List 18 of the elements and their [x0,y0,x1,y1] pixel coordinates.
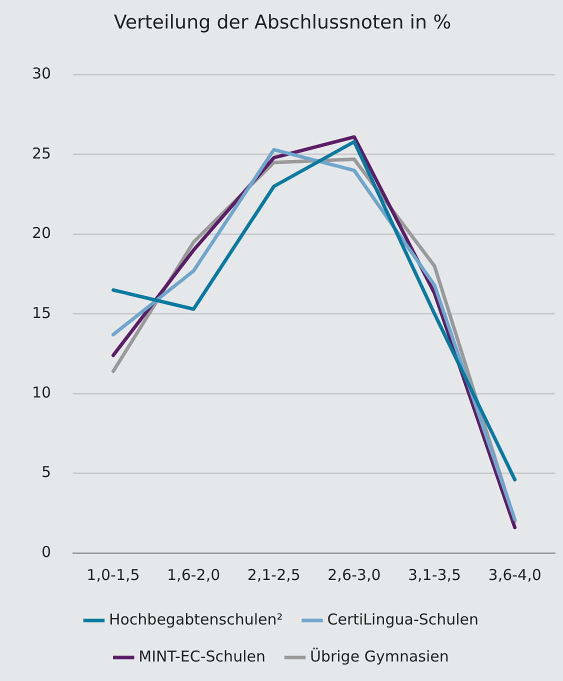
y-tick-label: 0 [42,542,52,561]
x-tick-label: 2,1-2,5 [247,566,300,584]
x-tick-label: 1,0-1,5 [86,566,140,584]
legend-label: Hochbegabtenschulen² [108,610,283,628]
legend-label: CertiLingua-Schulen [327,610,479,628]
y-tick-label: 30 [32,64,52,83]
y-tick-label: 20 [32,224,52,242]
legend-label: MINT-EC-Schulen [138,647,266,666]
x-tick-label: 1,6-2,0 [167,566,220,584]
y-tick-label: 10 [32,383,52,402]
y-tick-label: 5 [42,463,52,482]
chart-title: Verteilung der Abschlussnoten in % [114,11,452,34]
y-tick-label: 25 [32,144,52,162]
legend-label: Übrige Gymnasien [310,647,449,666]
x-tick-label: 2,6-3,0 [328,566,381,584]
y-tick-label: 15 [32,304,52,322]
x-tick-label: 3,6-4,0 [488,566,542,584]
x-tick-label: 3,1-3,5 [408,566,462,584]
